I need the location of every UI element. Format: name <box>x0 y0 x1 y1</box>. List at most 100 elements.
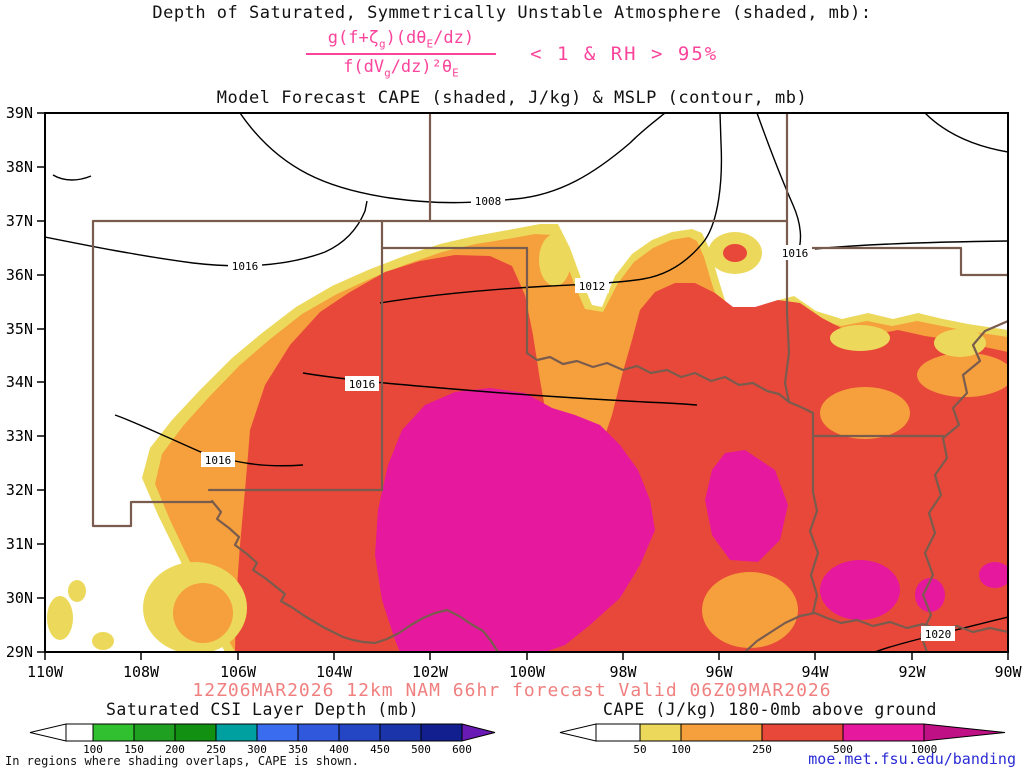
csi-colorbar-right-arrow <box>461 723 496 742</box>
formula-text: /dz)²θ <box>390 57 453 78</box>
formula-subscript: g <box>378 37 386 51</box>
contour-label: 1016 <box>345 376 379 391</box>
overlap-note: In regions where shading overlaps, CAPE … <box>5 754 360 768</box>
cape-colorbar-left-arrow <box>559 723 597 742</box>
cape-colorbar-title: CAPE (J/kg) 180-0mb above ground <box>603 700 937 719</box>
mslp-contour-fragment <box>924 113 1008 153</box>
lat-axis: 39N 38N 37N 36N 35N 34N 33N 32N 31N 30N … <box>6 104 33 661</box>
csi-formula: g(f+ζg)(dθE/dz) f(dVg/dz)²θE < 1 & RH > … <box>0 28 1024 80</box>
contour-labels: 1008 1012 1016 1016 1016 <box>201 193 955 641</box>
orange-patch <box>917 353 1008 397</box>
mississippi-river <box>919 319 1008 652</box>
svg-text:1016: 1016 <box>782 247 809 260</box>
magenta-patch-east <box>705 450 788 562</box>
mslp-contour-fragment <box>52 174 92 181</box>
svg-text:1016: 1016 <box>205 454 232 467</box>
colorbar-tick-label: 100 <box>671 743 691 756</box>
formula-text: )(dθ <box>385 28 427 48</box>
csi-colorbar: 100 150 200 250 300 350 400 450 500 600 <box>29 723 496 756</box>
formula-subscript: E <box>452 66 459 80</box>
border-nm-west <box>91 219 214 528</box>
colorbar-tick-label: 150 <box>124 743 144 756</box>
colorbar-tick-label: 250 <box>752 743 772 756</box>
lon-axis-label: 96W <box>705 663 733 681</box>
contour-label: 1008 <box>471 193 505 208</box>
svg-text:1016: 1016 <box>349 378 376 391</box>
lat-axis-label: 36N <box>6 266 33 284</box>
yellow-spot <box>92 632 114 650</box>
yellow-spot <box>68 580 86 602</box>
rio-grande <box>210 499 500 652</box>
colorbar-tick-label: 350 <box>288 743 308 756</box>
lat-axis-label: 39N <box>6 104 33 122</box>
svg-text:1016: 1016 <box>232 260 259 273</box>
colorbar-tick-label: 250 <box>206 743 226 756</box>
contour-label: 1012 <box>575 278 609 293</box>
orange-patch <box>820 387 910 439</box>
lon-axis-label: 108W <box>123 663 160 681</box>
formula-fraction: g(f+ζg)(dθE/dz) f(dVg/dz)²θE <box>305 28 497 80</box>
lon-axis-label: 110W <box>27 663 64 681</box>
magenta-patch <box>915 578 945 612</box>
yellow-patch <box>830 325 890 351</box>
mslp-contour-1012 <box>379 113 723 304</box>
lon-axis: 110W 108W 106W 104W 102W 100W 98W 96W 94… <box>27 663 1023 681</box>
lat-axis-label: 33N <box>6 427 33 445</box>
contour-label: 1016 <box>778 245 812 260</box>
contour-label: 1020 <box>921 626 955 641</box>
yellow-patch <box>539 234 571 286</box>
formula-text: f(dV <box>343 57 385 78</box>
contour-label: 1016 <box>201 452 235 467</box>
lat-axis-label: 31N <box>6 535 33 553</box>
formula-text: /dz) <box>433 28 475 48</box>
lat-axis-label: 30N <box>6 589 33 607</box>
axis-ticks <box>37 112 1009 660</box>
formula-denominator: f(dVg/dz)²θE <box>306 55 496 79</box>
figure-subtitle: Model Forecast CAPE (shaded, J/kg) & MSL… <box>216 88 808 108</box>
mslp-contour-1016-ne <box>756 113 802 256</box>
lon-axis-label: 100W <box>509 663 546 681</box>
colorbar-tick-label: 300 <box>247 743 267 756</box>
gulf-coastline <box>743 611 1008 652</box>
lat-axis-label: 38N <box>6 158 33 176</box>
formula-numerator: g(f+ζg)(dθE/dz) <box>305 28 497 56</box>
colorbar-tick-label: 600 <box>452 743 472 756</box>
mslp-contour-1008 <box>239 113 666 204</box>
lat-axis-label: 35N <box>6 320 33 338</box>
site-link[interactable]: moe.met.fsu.edu/banding <box>808 750 1016 768</box>
magenta-patch <box>979 562 1008 588</box>
cape-shading-magenta-core <box>375 388 655 652</box>
formula-text: g(f+ζ <box>327 28 379 48</box>
lon-axis-label: 98W <box>609 663 637 681</box>
lat-axis-label: 32N <box>6 481 33 499</box>
contour-label: 1016 <box>228 258 262 273</box>
lon-axis-label: 104W <box>316 663 353 681</box>
csi-colorbar-left-arrow <box>29 723 67 742</box>
lon-axis-label: 94W <box>801 663 829 681</box>
colorbar-tick-label: 200 <box>165 743 185 756</box>
colorbar-tick-label: 450 <box>370 743 390 756</box>
lat-axis-label: 37N <box>6 212 33 230</box>
orange-patch <box>702 572 798 648</box>
lon-axis-label: 106W <box>220 663 257 681</box>
colorbar-tick-label: 100 <box>83 743 103 756</box>
svg-text:1020: 1020 <box>925 628 952 641</box>
cape-colorbar-right-arrow <box>923 723 1006 742</box>
cape-shading <box>47 224 1008 652</box>
svg-text:1012: 1012 <box>579 280 606 293</box>
model-run-caption: 12Z06MAR2026 12km NAM 66hr forecast Vali… <box>192 680 832 701</box>
figure-title: Depth of Saturated, Symmetrically Unstab… <box>152 3 872 23</box>
colorbar-tick-label: 500 <box>833 743 853 756</box>
formula-condition: < 1 & RH > 95% <box>530 42 719 65</box>
yellow-patch <box>934 329 986 357</box>
formula-subscript: g <box>384 66 391 80</box>
state-borders <box>91 113 1008 652</box>
orange-blob-southwest <box>173 583 233 643</box>
border-mo-ar-bootheel <box>785 246 1008 277</box>
lon-axis-label: 92W <box>898 663 926 681</box>
svg-text:1008: 1008 <box>475 195 502 208</box>
colorbar-tick-label: 50 <box>633 743 646 756</box>
lat-axis-label: 34N <box>6 373 33 391</box>
